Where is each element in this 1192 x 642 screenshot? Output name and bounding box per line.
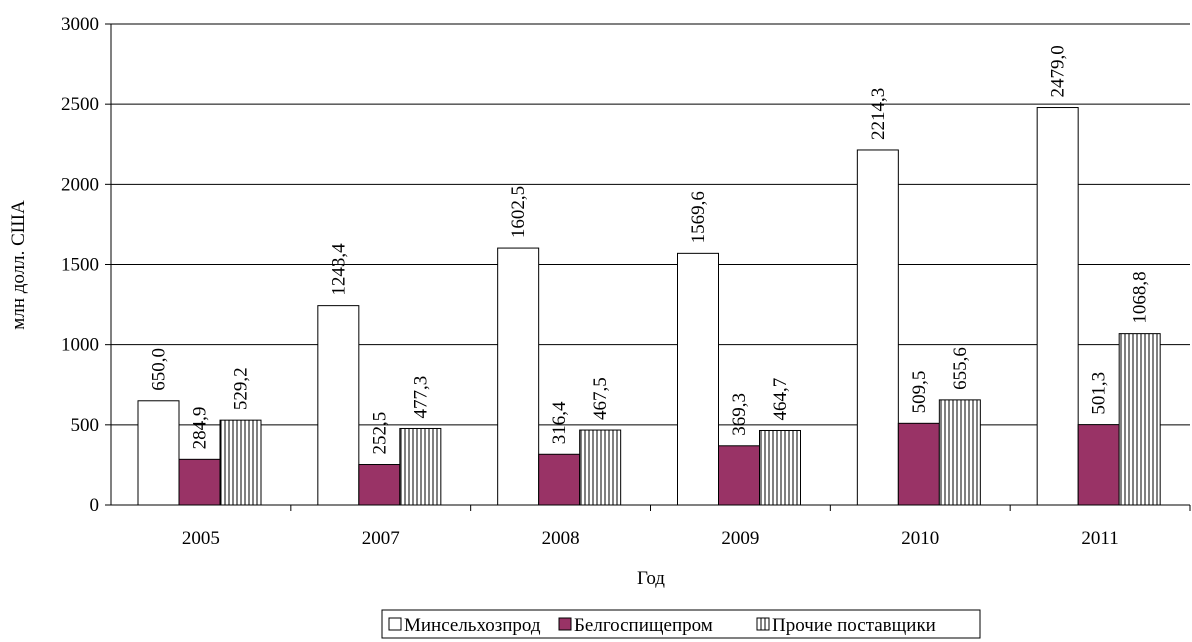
bar bbox=[759, 429, 801, 506]
bar bbox=[497, 247, 540, 506]
data-label: 252,5 bbox=[369, 412, 390, 455]
data-label: 369,3 bbox=[729, 393, 750, 436]
data-label: 509,5 bbox=[909, 371, 930, 414]
y-tick-label: 0 bbox=[90, 495, 100, 516]
bar bbox=[219, 419, 262, 506]
data-label: 2214,3 bbox=[868, 88, 889, 140]
data-label: 284,9 bbox=[190, 407, 211, 450]
legend: Минсельхозпрод Белгоспищепром Прочие поста… bbox=[381, 609, 981, 639]
data-labels: 650,0 284,9 529,2 1243,4 252,5 477,3 1602,5 316… bbox=[149, 45, 1151, 454]
bar bbox=[718, 445, 760, 506]
tick-labels: 0 500 1000 1500 2000 2500 3000 2005 2007 2008 2009… bbox=[61, 14, 1119, 549]
gridlines bbox=[111, 23, 1190, 426]
y-tick-label: 1500 bbox=[61, 255, 99, 276]
bars bbox=[137, 107, 1161, 506]
x-tick-label: 2010 bbox=[901, 528, 939, 549]
bar bbox=[938, 399, 981, 506]
y-tick-label: 3000 bbox=[61, 14, 99, 35]
bar bbox=[856, 149, 899, 506]
data-label: 316,4 bbox=[549, 401, 570, 444]
x-tick-label: 2005 bbox=[182, 528, 220, 549]
bar bbox=[897, 422, 940, 506]
data-label: 477,3 bbox=[410, 376, 431, 419]
bar bbox=[317, 305, 360, 506]
data-label: 467,5 bbox=[590, 377, 611, 420]
y-tick-label: 2000 bbox=[61, 174, 99, 195]
bar bbox=[1118, 333, 1161, 506]
data-label: 1068,8 bbox=[1130, 271, 1151, 323]
bar bbox=[1077, 424, 1120, 506]
x-axis-title: Год bbox=[637, 568, 665, 589]
data-label: 1569,6 bbox=[688, 191, 709, 243]
data-label: 655,6 bbox=[950, 347, 971, 390]
y-tick-label: 500 bbox=[71, 415, 100, 436]
axes bbox=[105, 23, 1191, 511]
x-tick-label: 2011 bbox=[1081, 528, 1118, 549]
legend-swatch bbox=[756, 617, 770, 631]
data-label: 1602,5 bbox=[508, 186, 529, 238]
data-label: 2479,0 bbox=[1048, 45, 1069, 97]
data-label: 501,3 bbox=[1089, 372, 1110, 415]
y-tick-label: 2500 bbox=[61, 94, 99, 115]
legend-box bbox=[381, 609, 981, 639]
x-tick-label: 2008 bbox=[542, 528, 580, 549]
bar bbox=[358, 464, 401, 506]
bar bbox=[137, 400, 180, 506]
x-tick-label: 2007 bbox=[362, 528, 400, 549]
y-tick-label: 1000 bbox=[61, 335, 99, 356]
x-tick-label: 2009 bbox=[721, 528, 759, 549]
legend-swatch bbox=[388, 617, 402, 631]
bar bbox=[399, 427, 442, 506]
legend-swatch bbox=[558, 617, 572, 631]
legend-label: Белгоспищепром bbox=[574, 615, 713, 636]
data-label: 529,2 bbox=[231, 367, 252, 410]
bar bbox=[538, 453, 581, 506]
legend-label: Минсельхозпрод bbox=[404, 615, 541, 636]
data-label: 650,0 bbox=[149, 348, 170, 391]
bar bbox=[1036, 107, 1079, 506]
bar bbox=[579, 429, 622, 506]
bar bbox=[178, 458, 221, 506]
bar bbox=[677, 252, 719, 506]
data-label: 464,7 bbox=[770, 378, 791, 421]
legend-label: Прочие поставщики bbox=[772, 615, 936, 636]
data-label: 1243,4 bbox=[328, 243, 349, 296]
y-axis-title: млн долл. США bbox=[8, 200, 29, 330]
